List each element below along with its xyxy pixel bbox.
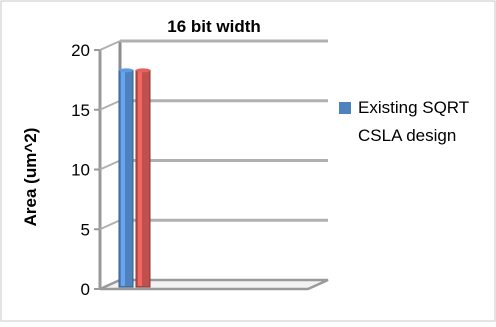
gridlines (99, 39, 328, 231)
y-tick-label: 5 (81, 220, 90, 239)
chart-title: 16 bit width (167, 17, 261, 36)
y-axis-ticks: 0 5 10 15 20 (71, 41, 100, 299)
bar-top (119, 68, 133, 73)
legend-label-line-1: Existing SQRT (358, 98, 469, 117)
y-tick-label: 15 (71, 101, 90, 120)
y-tick-label: 10 (71, 161, 90, 180)
bar-top (136, 68, 150, 73)
legend-swatch (339, 102, 351, 114)
y-axis-label: Area (um^2) (21, 128, 40, 227)
floor (99, 278, 329, 291)
y-tick-label: 0 (81, 280, 90, 299)
gridline-depth (99, 219, 121, 231)
bar-highlight (121, 71, 125, 286)
gridline-depth (99, 40, 121, 51)
bar-highlight (138, 71, 142, 286)
legend-label-line-2: CSLA design (358, 126, 456, 145)
y-tick-label: 20 (71, 41, 90, 60)
gridline-depth (99, 159, 121, 171)
gridline-depth (99, 99, 121, 111)
bars (118, 68, 151, 288)
legend: Existing SQRT CSLA design (339, 98, 469, 145)
